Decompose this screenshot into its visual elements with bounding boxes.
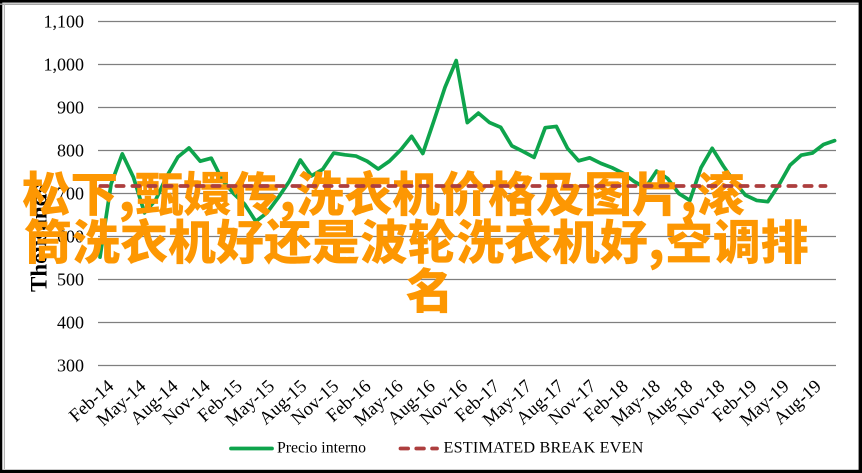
svg-text:300: 300 xyxy=(57,356,84,376)
svg-text:500: 500 xyxy=(57,270,84,290)
svg-text:Precio interno: Precio interno xyxy=(277,440,366,457)
svg-text:900: 900 xyxy=(57,98,84,118)
svg-text:1,100: 1,100 xyxy=(44,12,85,32)
svg-text:400: 400 xyxy=(57,313,84,333)
svg-text:ESTIMATED BREAK EVEN: ESTIMATED BREAK EVEN xyxy=(444,439,644,457)
svg-text:1,000: 1,000 xyxy=(44,55,85,75)
svg-text:800: 800 xyxy=(57,141,84,161)
